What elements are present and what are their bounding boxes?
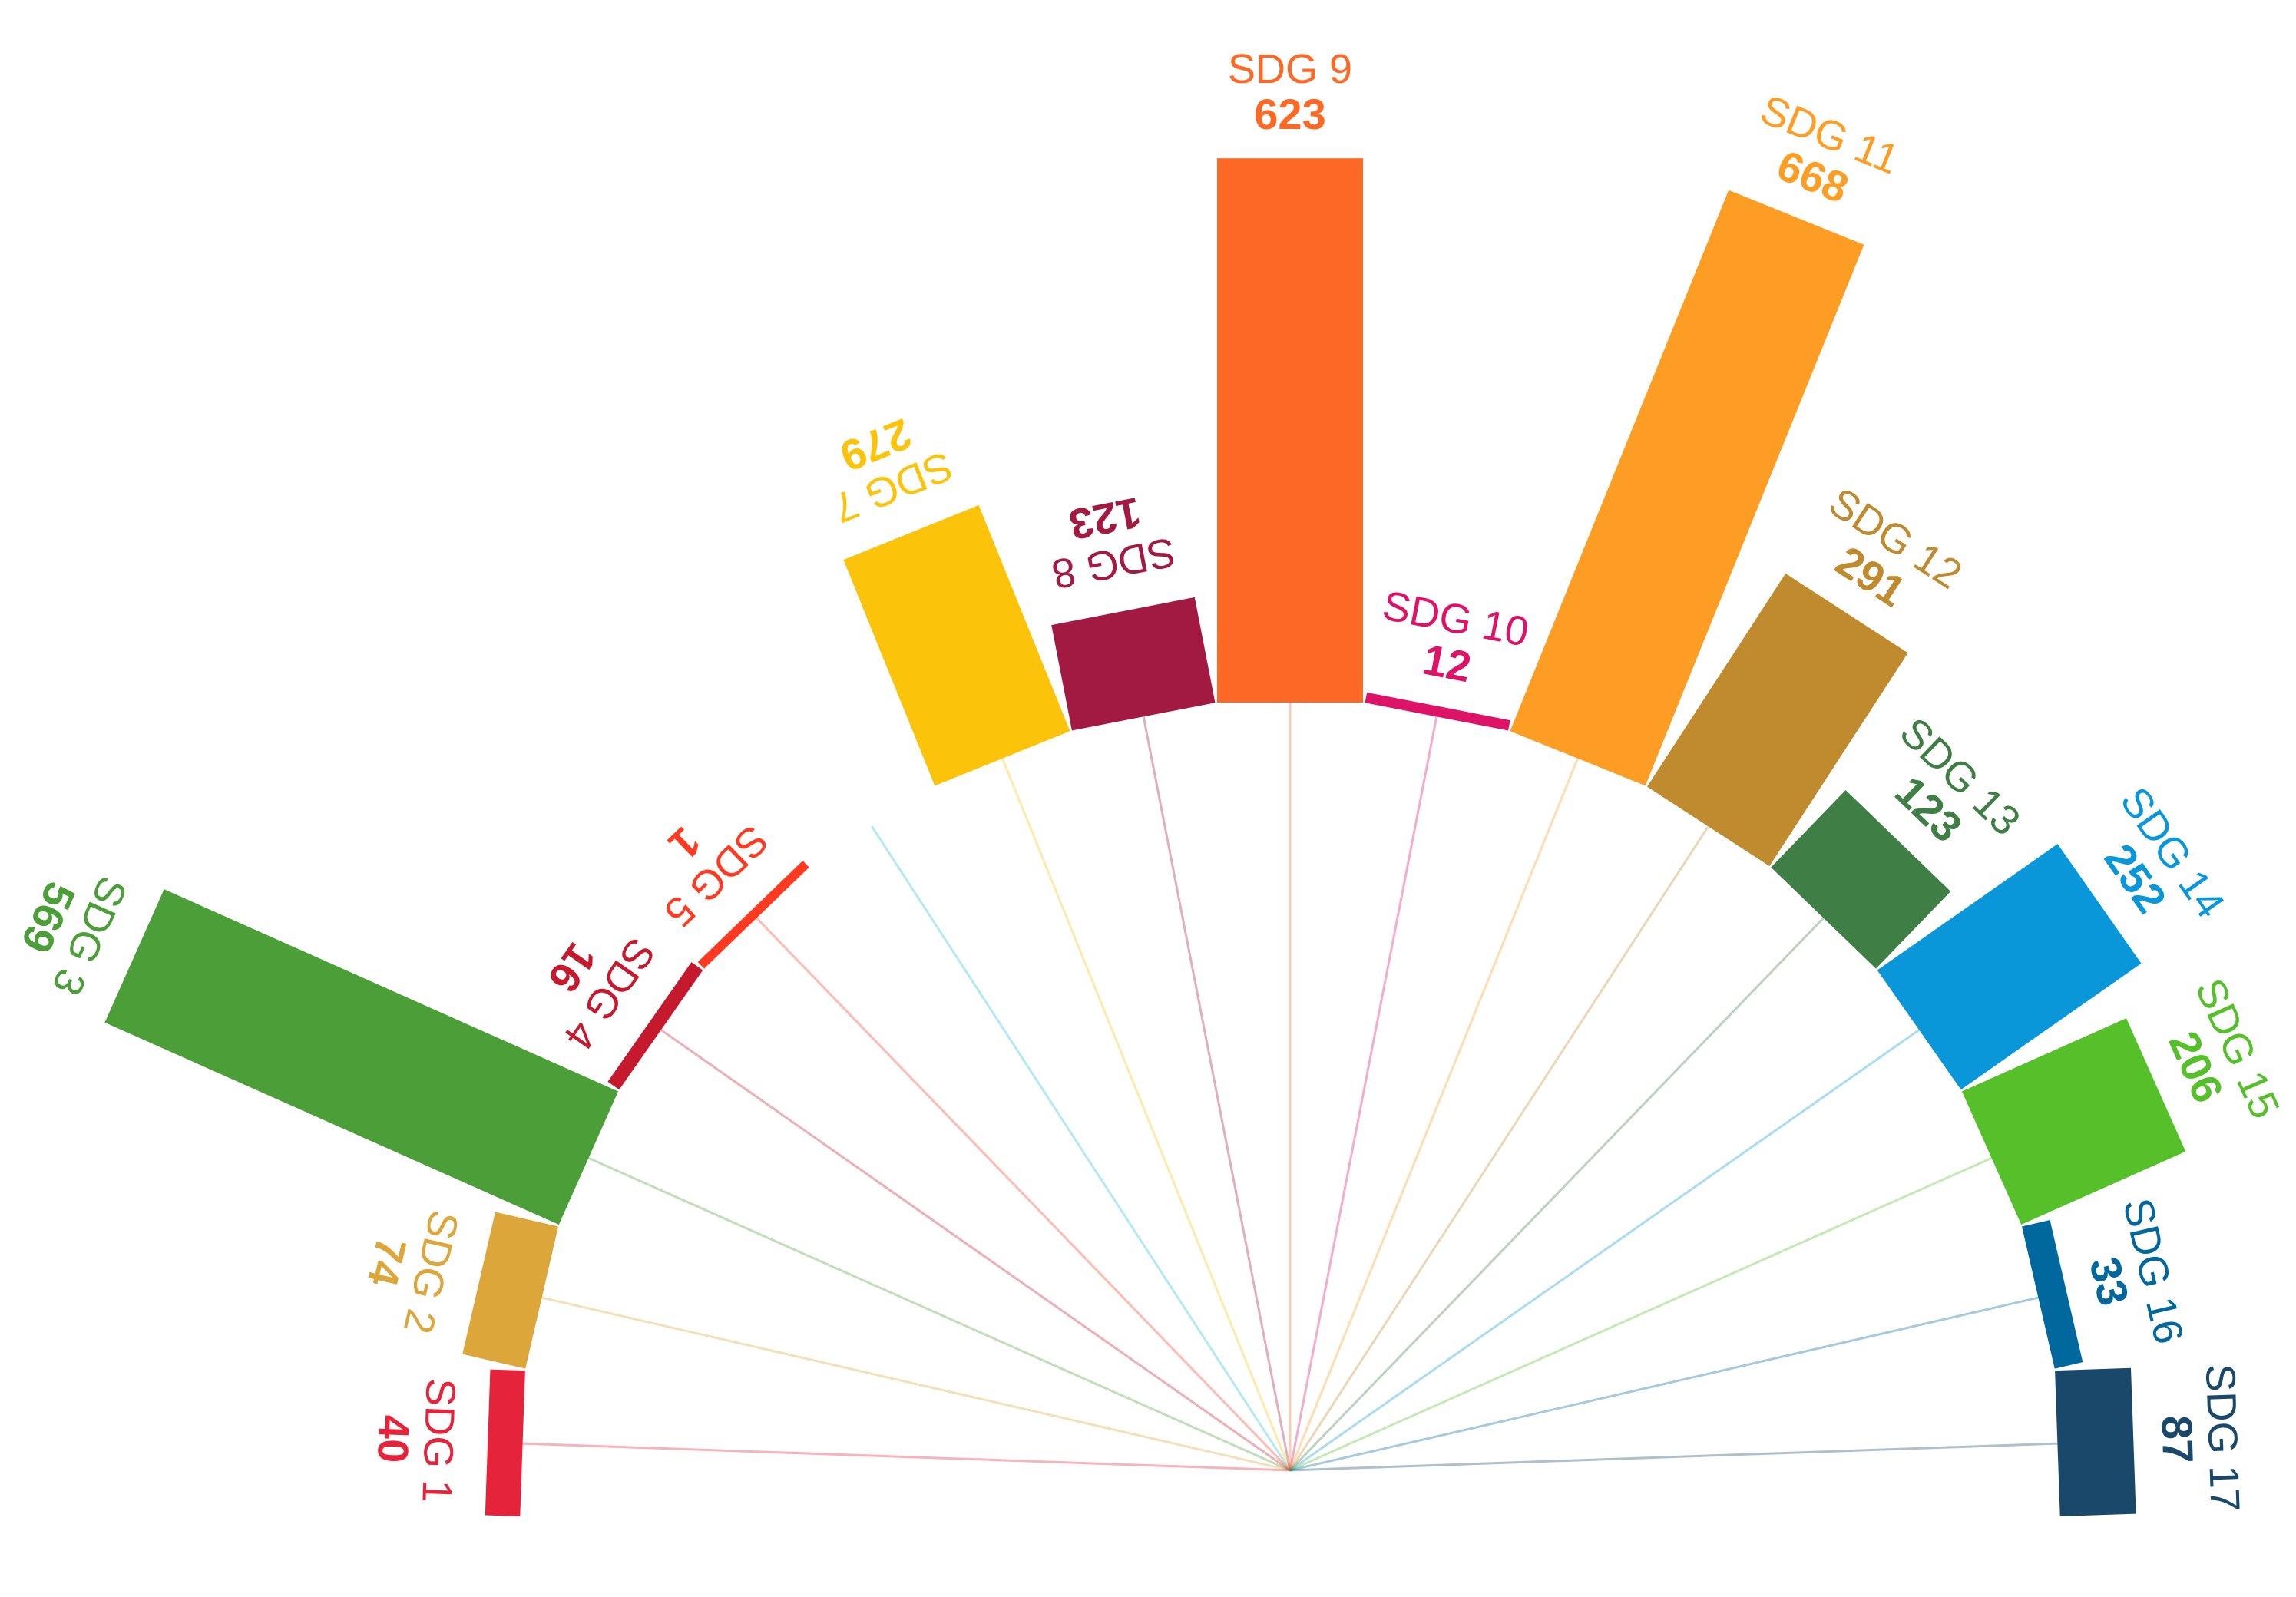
bar-sdg-9 — [1217, 158, 1363, 703]
bar-sdg-13 — [1771, 790, 1951, 969]
value-label-sdg-10: 12 — [1419, 635, 1475, 692]
value-label-sdg-2: 74 — [359, 1233, 416, 1291]
category-label-sdg-1: SDG 1 — [413, 1377, 464, 1503]
spoke-sdg-17 — [1289, 1442, 2058, 1472]
bar-sdg-12 — [1646, 573, 1908, 867]
bar-sdg-2 — [462, 1212, 559, 1369]
bar-sdg-11 — [1510, 190, 1864, 786]
spoke-sdg-4 — [660, 1029, 1291, 1472]
spoke-sdg-1 — [522, 1442, 1291, 1472]
spoke-sdg-12 — [1289, 825, 1709, 1471]
spoke-blank-6 — [871, 825, 1292, 1471]
bar-sdg-4 — [607, 962, 703, 1090]
bar-sdg-5 — [697, 861, 809, 969]
bar-sdg-14 — [1877, 844, 2142, 1090]
label-group-sdg-2: SDG 274 — [359, 1206, 468, 1337]
bar-sdg-17 — [2055, 1367, 2136, 1517]
spoke-sdg-14 — [1289, 1029, 1921, 1472]
bar-sdg-8 — [1051, 597, 1216, 731]
bar-sdg-16 — [2021, 1220, 2083, 1369]
spoke-sdg-16 — [1289, 1296, 2039, 1472]
spoke-sdg-8 — [1142, 716, 1292, 1471]
bar-marks — [104, 158, 2186, 1517]
spoke-sdg-11 — [1289, 758, 1579, 1471]
bar-sdg-7 — [843, 504, 1070, 786]
bar-sdg-1 — [485, 1369, 525, 1517]
spoke-sdg-7 — [1001, 758, 1292, 1471]
spoke-sdg-13 — [1289, 917, 1825, 1472]
category-label-sdg-17: SDG 17 — [2197, 1364, 2248, 1513]
label-group-sdg-1: SDG 140 — [369, 1377, 464, 1503]
spoke-sdg-2 — [541, 1296, 1291, 1472]
bar-sdg-10 — [1365, 692, 1510, 731]
bar-sdg-15 — [1961, 1018, 2186, 1225]
value-label-sdg-9: 623 — [1254, 90, 1325, 138]
spoke-sdg-15 — [1289, 1156, 1993, 1472]
spoke-sdg-3 — [587, 1156, 1291, 1472]
value-label-sdg-16: 33 — [2080, 1252, 2138, 1310]
value-label-sdg-17: 87 — [2152, 1414, 2202, 1463]
bar-sdg-3 — [104, 889, 619, 1225]
spoke-sdg-5 — [756, 917, 1292, 1472]
value-label-sdg-1: 40 — [369, 1414, 419, 1463]
category-label-sdg-9: SDG 9 — [1228, 46, 1352, 92]
spoke-lines — [522, 703, 2058, 1472]
spoke-sdg-10 — [1289, 716, 1438, 1471]
